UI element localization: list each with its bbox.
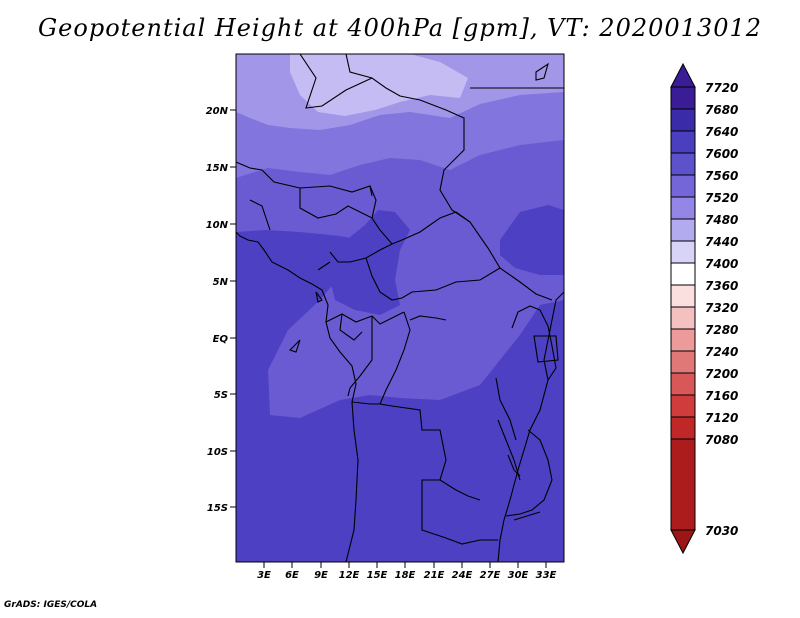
lat-axis: 20N 15N 10N 5N EQ 5S 10S 15S (206, 106, 236, 514)
lat-label-5s: 5S (214, 390, 228, 401)
colorbar-label: 7480 (705, 213, 738, 227)
colorbar-label: 7280 (705, 323, 738, 337)
colorbar-label: 7240 (705, 345, 738, 359)
grads-credit: GrADS: IGES/COLA (4, 600, 98, 610)
colorbar-segment (670, 152, 696, 176)
colorbar-top-triangle (670, 62, 696, 88)
lat-label-15s: 15S (207, 503, 228, 514)
colorbar-label: 7030 (705, 524, 738, 538)
lon-label-15e: 15E (367, 570, 388, 581)
colorbar-label: 7720 (705, 81, 738, 95)
lon-axis: 3E 6E 9E 12E 15E 18E 21E 24E 27E 30E 33E (257, 562, 557, 581)
lon-label-12e: 12E (339, 570, 360, 581)
lat-label-5n: 5N (213, 277, 229, 288)
colorbar-label: 7120 (705, 411, 738, 425)
colorbar: 7720 7680 7640 7600 7560 7520 7480 7440 … (670, 62, 738, 555)
colorbar-label: 7680 (705, 103, 738, 117)
colorbar-segment (670, 262, 696, 286)
colorbar-segment (670, 240, 696, 264)
colorbar-segment (670, 438, 696, 531)
colorbar-segment (670, 416, 696, 440)
colorbar-segment (670, 218, 696, 242)
colorbar-segment (670, 130, 696, 154)
colorbar-segment (670, 196, 696, 220)
colorbar-segment (670, 328, 696, 352)
lon-label-21e: 21E (424, 570, 445, 581)
colorbar-label: 7640 (705, 125, 738, 139)
map-frame (235, 53, 565, 563)
colorbar-segment (670, 86, 696, 110)
height-field (236, 54, 564, 562)
lon-label-33e: 33E (536, 570, 557, 581)
colorbar-label: 7440 (705, 235, 738, 249)
colorbar-segment (670, 372, 696, 396)
lon-label-27e: 27E (480, 570, 501, 581)
colorbar-segment (670, 108, 696, 132)
field-7440-band (290, 54, 468, 116)
lat-label-eq: EQ (213, 334, 229, 345)
lon-label-9e: 9E (314, 570, 328, 581)
lat-label-10s: 10S (207, 447, 228, 458)
lon-label-6e: 6E (285, 570, 299, 581)
field-7600-west-patch (330, 210, 410, 315)
colorbar-bottom-triangle (670, 529, 696, 555)
lon-label-18e: 18E (395, 570, 416, 581)
map-title: Geopotential Height at 400hPa [gpm], VT:… (38, 14, 762, 42)
colorbar-label: 7520 (705, 191, 738, 205)
colorbar-segment (670, 174, 696, 198)
coastlines-and-borders (236, 54, 564, 562)
colorbar-label: 7360 (705, 279, 738, 293)
colorbar-label: 7160 (705, 389, 738, 403)
colorbar-segment (670, 306, 696, 330)
colorbar-segment (670, 350, 696, 374)
colorbar-segment (670, 284, 696, 308)
colorbar-label: 7600 (705, 147, 738, 161)
lat-label-10n: 10N (206, 220, 229, 231)
colorbar-label: 7320 (705, 301, 738, 315)
colorbar-label: 7400 (705, 257, 738, 271)
colorbar-segment (670, 394, 696, 418)
lat-label-20n: 20N (206, 106, 229, 117)
lat-label-15n: 15N (206, 163, 229, 174)
field-7600-east-patch (500, 205, 564, 275)
lon-label-24e: 24E (452, 570, 473, 581)
colorbar-label: 7200 (705, 367, 738, 381)
lon-label-30e: 30E (508, 570, 529, 581)
lon-label-3e: 3E (257, 570, 271, 581)
colorbar-label: 7080 (705, 433, 738, 447)
colorbar-label: 7560 (705, 169, 738, 183)
